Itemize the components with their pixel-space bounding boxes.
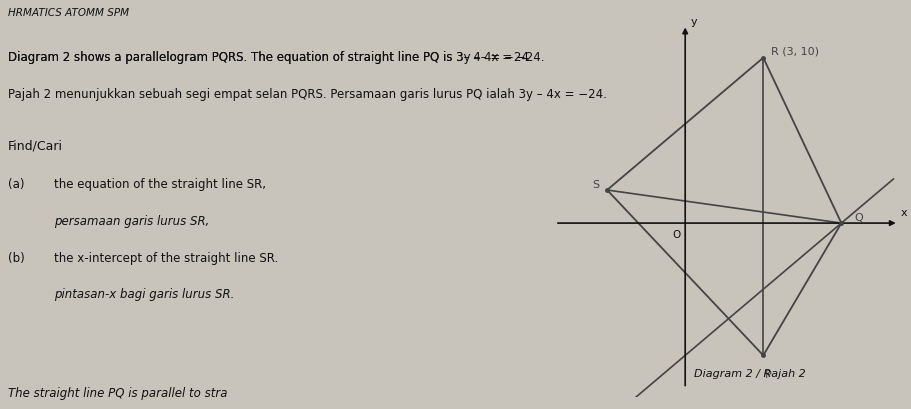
Text: y: y — [691, 17, 698, 27]
Text: S: S — [592, 180, 599, 190]
Text: the equation of the straight line SR,: the equation of the straight line SR, — [55, 178, 266, 191]
Text: x: x — [901, 209, 907, 218]
Text: Pajah 2 menunjukkan sebuah segi empat selan PQRS. Persamaan garis lurus PQ ialah: Pajah 2 menunjukkan sebuah segi empat se… — [8, 88, 607, 101]
Text: (a): (a) — [8, 178, 25, 191]
Text: O: O — [672, 230, 681, 240]
Text: persamaan garis lurus SR,: persamaan garis lurus SR, — [55, 215, 210, 228]
Text: Diagram 2 / Rajah 2: Diagram 2 / Rajah 2 — [694, 369, 806, 379]
Text: Diagram 2 shows a parallelogram PQRS. The equation of straight line PQ is 3– 4– : Diagram 2 shows a parallelogram PQRS. Th… — [8, 51, 533, 64]
Text: R (3, 10): R (3, 10) — [771, 46, 819, 56]
Text: pintasan-x bagi garis lurus SR.: pintasan-x bagi garis lurus SR. — [55, 288, 234, 301]
Text: (b): (b) — [8, 252, 25, 265]
Text: Find/Cari: Find/Cari — [8, 139, 63, 152]
Text: the x-intercept of the straight line SR.: the x-intercept of the straight line SR. — [55, 252, 279, 265]
Text: HRMATICS ATOMM SPM: HRMATICS ATOMM SPM — [8, 8, 129, 18]
Text: Q: Q — [855, 213, 863, 222]
Text: P: P — [765, 370, 772, 380]
Text: Diagram 2 shows a parallelogram PQRS. The equation of straight line PQ is 3y – 4: Diagram 2 shows a parallelogram PQRS. Th… — [8, 51, 545, 64]
Text: The straight line PQ is parallel to stra: The straight line PQ is parallel to stra — [8, 387, 228, 400]
